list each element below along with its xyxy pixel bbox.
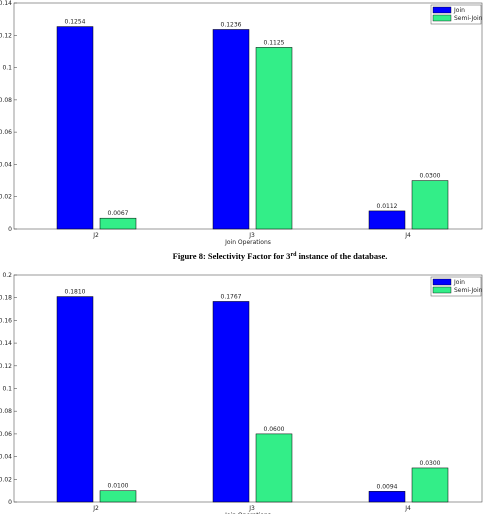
caption-text: Figure 8: Selectivity Factor for 3 <box>173 251 291 261</box>
y-tick-label: 0.08 <box>0 408 12 415</box>
y-tick-label: 0.04 <box>0 161 12 168</box>
y-tick-label: 0 <box>8 226 12 233</box>
x-tick-label: J2 <box>92 232 99 239</box>
bar <box>411 467 449 503</box>
y-tick-label: 0.2 <box>2 272 12 279</box>
y-tick-label: 0.16 <box>0 317 12 324</box>
legend-label: Semi-Join <box>454 287 483 294</box>
y-tick-label: 0.02 <box>0 476 12 483</box>
data-label: 0.0067 <box>108 210 129 217</box>
y-tick-label: 0.08 <box>0 97 12 104</box>
bar <box>411 180 449 230</box>
y-tick-label: 0.06 <box>0 129 12 136</box>
x-tick-label: J4 <box>404 505 411 512</box>
bar <box>255 47 293 230</box>
bar <box>99 217 137 230</box>
data-label: 0.0300 <box>420 460 441 467</box>
data-label: 0.1236 <box>221 21 242 28</box>
legend-swatch <box>432 286 452 294</box>
y-tick-label: 0 <box>8 499 12 506</box>
data-label: 0.1125 <box>264 39 285 46</box>
y-tick-label: 0.06 <box>0 431 12 438</box>
bar <box>56 296 94 503</box>
x-tick-label: J3 <box>248 232 255 239</box>
data-label: 0.0600 <box>264 426 285 433</box>
caption-text: instance of the database. <box>296 251 387 261</box>
caption-superscript: rd <box>290 252 297 258</box>
y-tick-label: 0.12 <box>0 363 12 370</box>
y-tick-label: 0.1 <box>2 386 12 393</box>
x-tick-label: J3 <box>248 505 255 512</box>
x-axis-label: Join Operations <box>224 239 271 246</box>
bar <box>368 491 406 503</box>
data-label: 0.0300 <box>420 173 441 180</box>
legend-label: Join <box>453 7 465 14</box>
y-tick-label: 0.12 <box>0 32 12 39</box>
data-label: 0.0112 <box>377 203 398 210</box>
data-label: 0.1810 <box>65 289 86 296</box>
y-tick-label: 0.02 <box>0 194 12 201</box>
bar <box>212 29 250 230</box>
y-tick-label: 0.18 <box>0 295 12 302</box>
bar <box>255 433 293 503</box>
legend-swatch <box>432 6 452 14</box>
bar <box>99 490 137 503</box>
legend-swatch <box>432 278 452 286</box>
x-axis-label: Join Operations <box>224 512 271 514</box>
y-tick-label: 0.14 <box>0 0 12 7</box>
bar <box>368 210 406 230</box>
y-tick-label: 0.1 <box>2 65 12 72</box>
x-tick-label: J4 <box>404 232 411 239</box>
data-label: 0.1767 <box>221 293 242 300</box>
legend-label: Semi-Join <box>454 15 483 22</box>
data-label: 0.1254 <box>65 19 86 26</box>
bar <box>212 301 250 503</box>
legend-swatch <box>432 14 452 22</box>
y-tick-label: 0.04 <box>0 454 12 461</box>
data-label: 0.0100 <box>108 483 129 490</box>
caption: Figure 8: Selectivity Factor for 3rd ins… <box>173 251 388 261</box>
legend-label: Join <box>453 279 465 286</box>
y-tick-label: 0.14 <box>0 340 12 347</box>
x-tick-label: J2 <box>92 505 99 512</box>
data-label: 0.0094 <box>377 483 398 490</box>
bar <box>56 26 94 230</box>
